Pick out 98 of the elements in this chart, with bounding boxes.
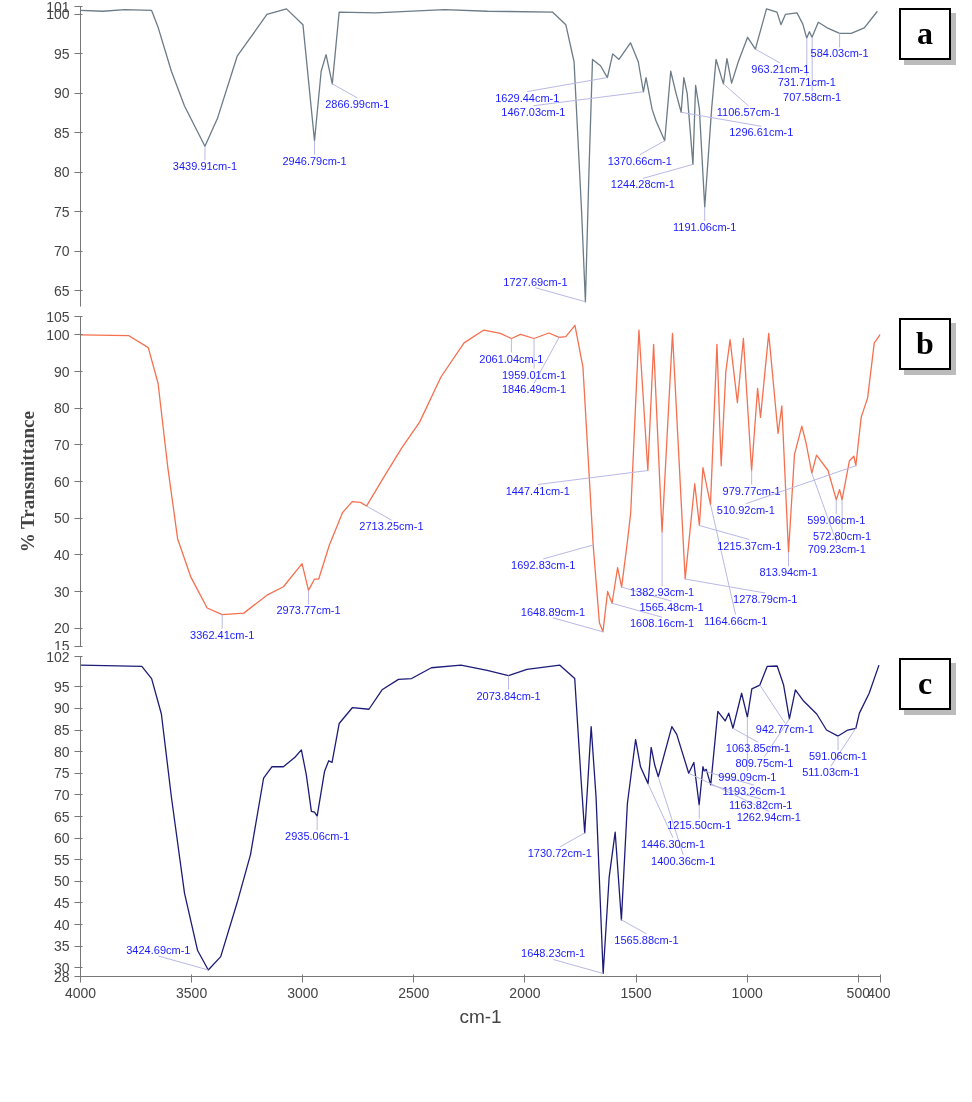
annotation: 942.77cm-1: [755, 723, 814, 736]
y-tick-label: 80: [53, 164, 70, 181]
annotation: 1727.69cm-1: [503, 275, 568, 288]
annotation: 3424.69cm-1: [126, 944, 191, 957]
annotation: 1296.61cm-1: [729, 126, 794, 139]
annotation: 1191.06cm-1: [673, 221, 737, 234]
y-axis-title: % Transmittance: [17, 411, 39, 553]
annotation: 1382.93cm-1: [629, 586, 695, 599]
annotation: 1565.88cm-1: [614, 933, 679, 946]
y-tick-label: 30: [53, 583, 70, 600]
text: a: [917, 14, 933, 53]
x-tick-label: 3500: [176, 984, 208, 1001]
y-tick-label: 75: [53, 765, 70, 782]
annotation: 1400.36cm-1: [651, 854, 716, 867]
y-tick-label: 50: [53, 510, 70, 527]
annotation: 1163.82cm-1: [729, 798, 793, 811]
y-tick-label: 70: [53, 243, 70, 260]
y-tick-label: 105: [46, 308, 70, 325]
y-tick-label: 40: [53, 916, 70, 933]
annotation: 599.06cm-1: [807, 513, 866, 526]
y-tick-label: 80: [53, 400, 70, 417]
annotation: 591.06cm-1: [809, 750, 868, 763]
annotation: 813.94cm-1: [759, 566, 818, 579]
annotation: 1278.79cm-1: [733, 593, 798, 606]
y-tick-label: 95: [53, 678, 70, 695]
annotation: 709.23cm-1: [807, 543, 866, 556]
annotation: 572.80cm-1: [813, 529, 872, 542]
annotation: 2713.25cm-1: [359, 520, 424, 533]
x-axis-title: cm-1: [459, 1005, 502, 1027]
y-tick-label: 20: [53, 620, 70, 637]
annotation: 1446.30cm-1: [640, 837, 706, 850]
x-tick-label: 1500: [620, 984, 652, 1001]
annotation: 2866.99cm-1: [325, 97, 390, 110]
annotation: 1262.94cm-1: [736, 811, 801, 824]
x-tick-label: 4000: [64, 984, 97, 1001]
annotation: 2973.77cm-1: [276, 604, 341, 617]
x-tick-label: 3000: [287, 984, 319, 1001]
annotation: 3362.41cm-1: [190, 628, 255, 641]
y-tick-label: 85: [53, 722, 70, 739]
x-tick-label: 2500: [398, 984, 430, 1001]
annotation: 3439.91cm-1: [172, 160, 238, 173]
y-tick-label: 70: [53, 786, 70, 803]
y-tick-label: 35: [53, 938, 70, 955]
annotation: 1164.66cm-1: [703, 614, 768, 627]
annotation: 1629.44cm-1: [495, 91, 560, 104]
y-tick-label: 50: [53, 873, 70, 890]
y-tick-label: 95: [53, 45, 70, 62]
annotation: 1959.01cm-1: [501, 368, 567, 381]
y-tick-label: 90: [53, 363, 70, 380]
annotation: 2073.84cm-1: [476, 689, 541, 702]
line-series: [80, 324, 881, 633]
annotation: 1565.48cm-1: [639, 601, 704, 614]
annotation: 1648.89cm-1: [520, 605, 586, 618]
y-tick-label: 55: [53, 851, 70, 868]
annotation: 1692.83cm-1: [511, 558, 576, 571]
annotation: 1215.50cm-1: [667, 818, 732, 831]
annotation: 999.09cm-1: [718, 771, 777, 784]
annotation: 1447.41cm-1: [505, 484, 570, 497]
annotation: 584.03cm-1: [810, 47, 869, 60]
y-tick-label: 100: [46, 326, 70, 343]
annotation: 1648.23cm-1: [521, 947, 586, 960]
annotation: 1467.03cm-1: [501, 105, 566, 118]
annotation: 1846.49cm-1: [501, 383, 567, 396]
annotation: 731.71cm-1: [777, 76, 836, 89]
annotation: 2946.79cm-1: [282, 154, 347, 167]
annotation: 1370.66cm-1: [607, 154, 672, 167]
annotation: 510.92cm-1: [716, 503, 775, 516]
y-tick-label: 65: [53, 282, 70, 299]
annotation: 809.75cm-1: [735, 756, 794, 769]
annotation: 1244.28cm-1: [610, 178, 675, 191]
annotation: 1193.26cm-1: [722, 785, 786, 798]
y-tick-label: 90: [53, 85, 70, 102]
text: c: [917, 664, 933, 703]
y-tick-label: 40: [53, 546, 70, 563]
annotation: 2935.06cm-1: [285, 830, 350, 843]
y-tick-label: 45: [53, 894, 70, 911]
text: b: [916, 324, 934, 363]
annotation: 1215.37cm-1: [717, 539, 782, 552]
y-tick-label: 70: [53, 436, 70, 453]
y-tick-label: 60: [53, 830, 70, 847]
annotation: 963.21cm-1: [751, 63, 810, 76]
y-tick-label: 75: [53, 203, 70, 220]
y-tick-label: 60: [53, 473, 70, 490]
y-tick-label: 90: [53, 700, 70, 717]
annotation: 1730.72cm-1: [527, 846, 592, 859]
y-tick-label: 65: [53, 808, 70, 825]
annotation: 1063.85cm-1: [725, 742, 791, 755]
annotation: 2061.04cm-1: [479, 352, 544, 365]
annotation: 707.58cm-1: [783, 91, 842, 104]
x-tick-label: 1000: [731, 984, 763, 1001]
annotation: 1608.16cm-1: [629, 617, 695, 630]
x-tick-label: 2000: [509, 984, 541, 1001]
annotation: 979.77cm-1: [722, 484, 781, 497]
y-tick-label: 80: [53, 743, 70, 760]
annotation: 1106.57cm-1: [716, 105, 781, 118]
annotation: 511.03cm-1: [802, 766, 860, 779]
line-series: [80, 8, 879, 303]
y-tick-label: 85: [53, 124, 70, 141]
